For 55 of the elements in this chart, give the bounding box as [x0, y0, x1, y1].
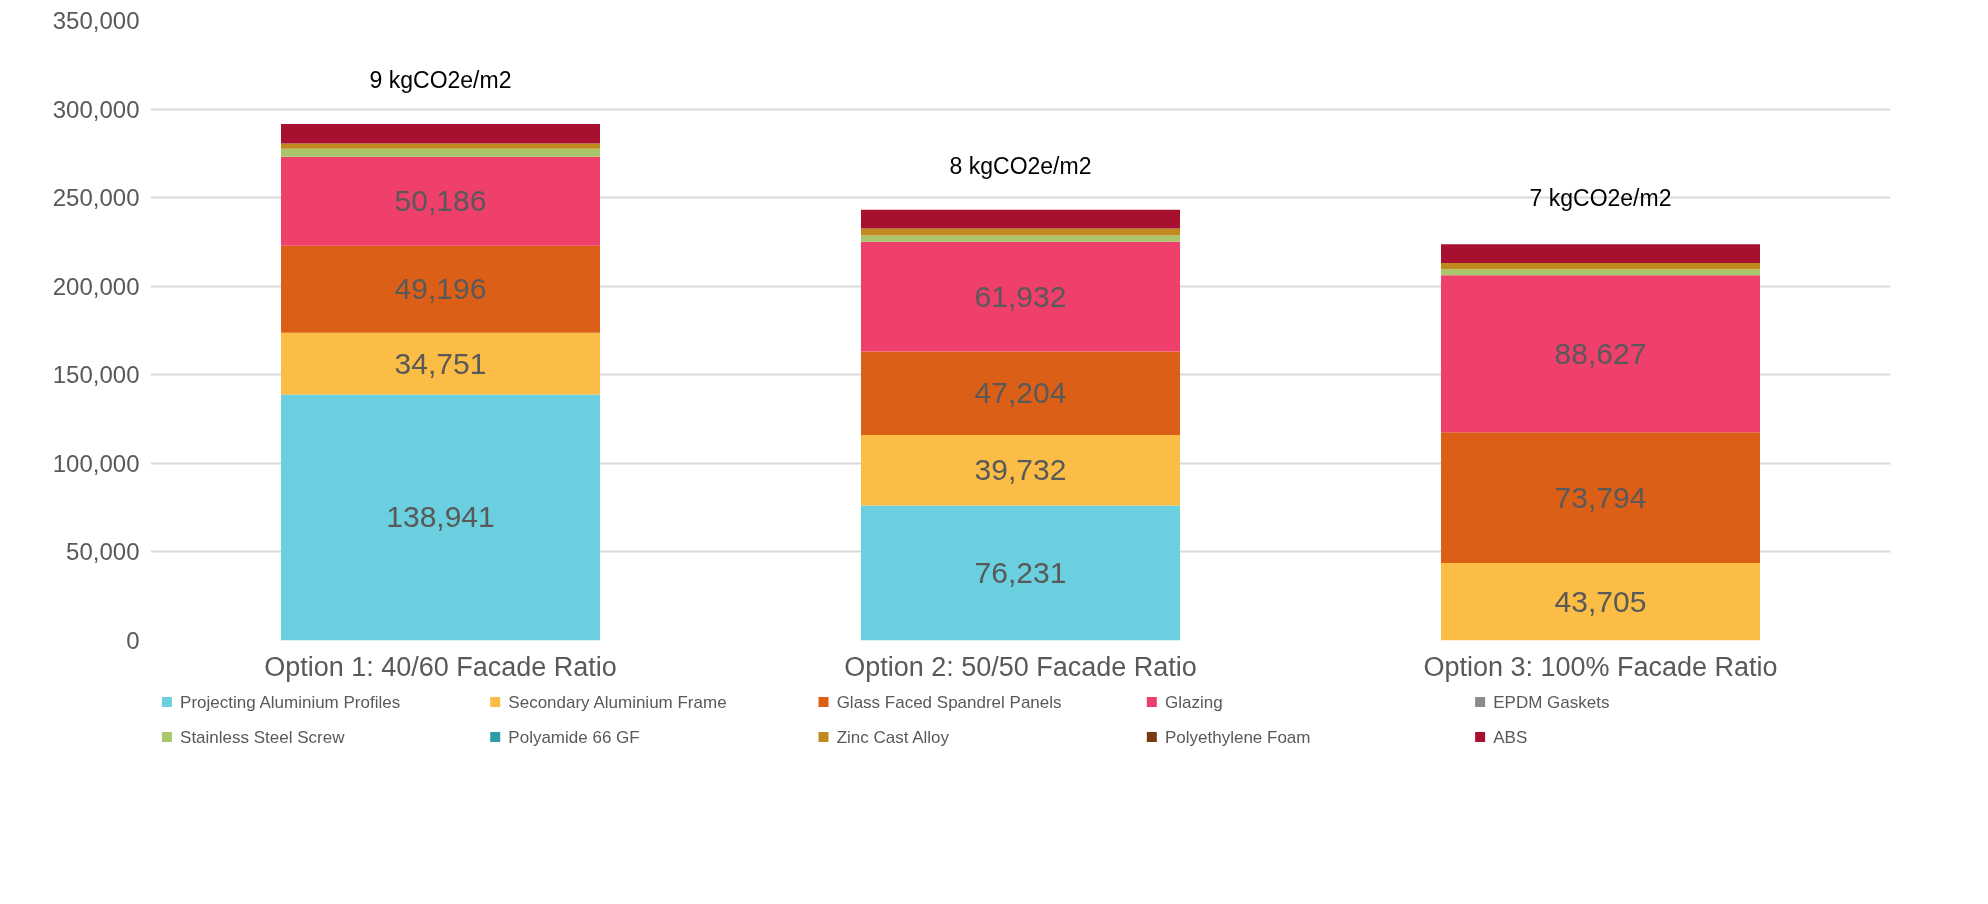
bar	[861, 241, 1180, 352]
legend-label: Zinc Cast Alloy	[836, 727, 950, 747]
data-label: 88,627	[1554, 336, 1647, 370]
data-label: 43,705	[1554, 584, 1647, 618]
legend-label: Polyethylene Foam	[1164, 727, 1311, 747]
legend-label: Secondary Aluminium Frame	[508, 692, 727, 712]
legend-label: Stainless Steel Screw	[180, 727, 346, 747]
legend-label: Polyamide 66 GF	[508, 727, 640, 747]
bar	[281, 143, 600, 149]
legend-label: Glazing	[1164, 692, 1223, 712]
legend-label: Glass Faced Spandrel Panels	[836, 692, 1062, 712]
x-tick-label: Option 1: 40/60 Facade Ratio	[264, 651, 617, 682]
bar	[861, 505, 1180, 641]
bar	[1441, 432, 1760, 564]
bar	[1441, 262, 1760, 270]
y-tick-label: 200,000	[52, 272, 140, 300]
y-tick-label: 0	[126, 627, 140, 654]
y-tick-label: 300,000	[52, 95, 140, 123]
x-tick-label: Option 2: 50/50 Facade Ratio	[844, 651, 1197, 682]
bar	[861, 351, 1180, 436]
bar	[861, 228, 1180, 236]
legend-label: Projecting Aluminium Profiles	[180, 692, 401, 712]
bar	[281, 332, 600, 395]
data-label: 73,794	[1554, 480, 1647, 514]
bar	[861, 209, 1180, 229]
y-tick-label: 250,000	[52, 184, 140, 212]
data-label: 50,186	[394, 184, 487, 218]
bar	[1441, 269, 1760, 276]
bar	[281, 148, 600, 157]
bar	[861, 235, 1180, 242]
bar	[281, 156, 600, 246]
x-tick-label: Option 3: 100% Facade Ratio	[1423, 651, 1778, 682]
bar	[1441, 563, 1760, 641]
data-label: 47,204	[974, 376, 1067, 410]
annotation: 8 kgCO2e/m2	[949, 152, 1092, 179]
annotation: 9 kgCO2e/m2	[369, 67, 512, 94]
annotation: 7 kgCO2e/m2	[1529, 185, 1672, 212]
data-label: 138,941	[386, 500, 495, 534]
data-label: 76,231	[974, 555, 1067, 589]
data-label: 34,751	[394, 346, 487, 380]
y-tick-label: 100,000	[52, 449, 140, 477]
data-label: 61,932	[974, 279, 1067, 313]
bar	[281, 124, 600, 144]
bar	[281, 394, 600, 641]
data-label: 39,732	[974, 453, 1067, 487]
bar	[281, 245, 600, 333]
bar	[1441, 275, 1760, 433]
y-tick-label: 150,000	[52, 361, 140, 389]
data-label: 49,196	[394, 272, 487, 306]
legend-label: EPDM Gaskets	[1493, 692, 1610, 712]
y-tick-label: 350,000	[52, 7, 140, 34]
y-tick-label: 50,000	[66, 538, 140, 566]
bar	[861, 435, 1180, 506]
bar	[1441, 244, 1760, 263]
legend-label: ABS	[1493, 727, 1528, 747]
